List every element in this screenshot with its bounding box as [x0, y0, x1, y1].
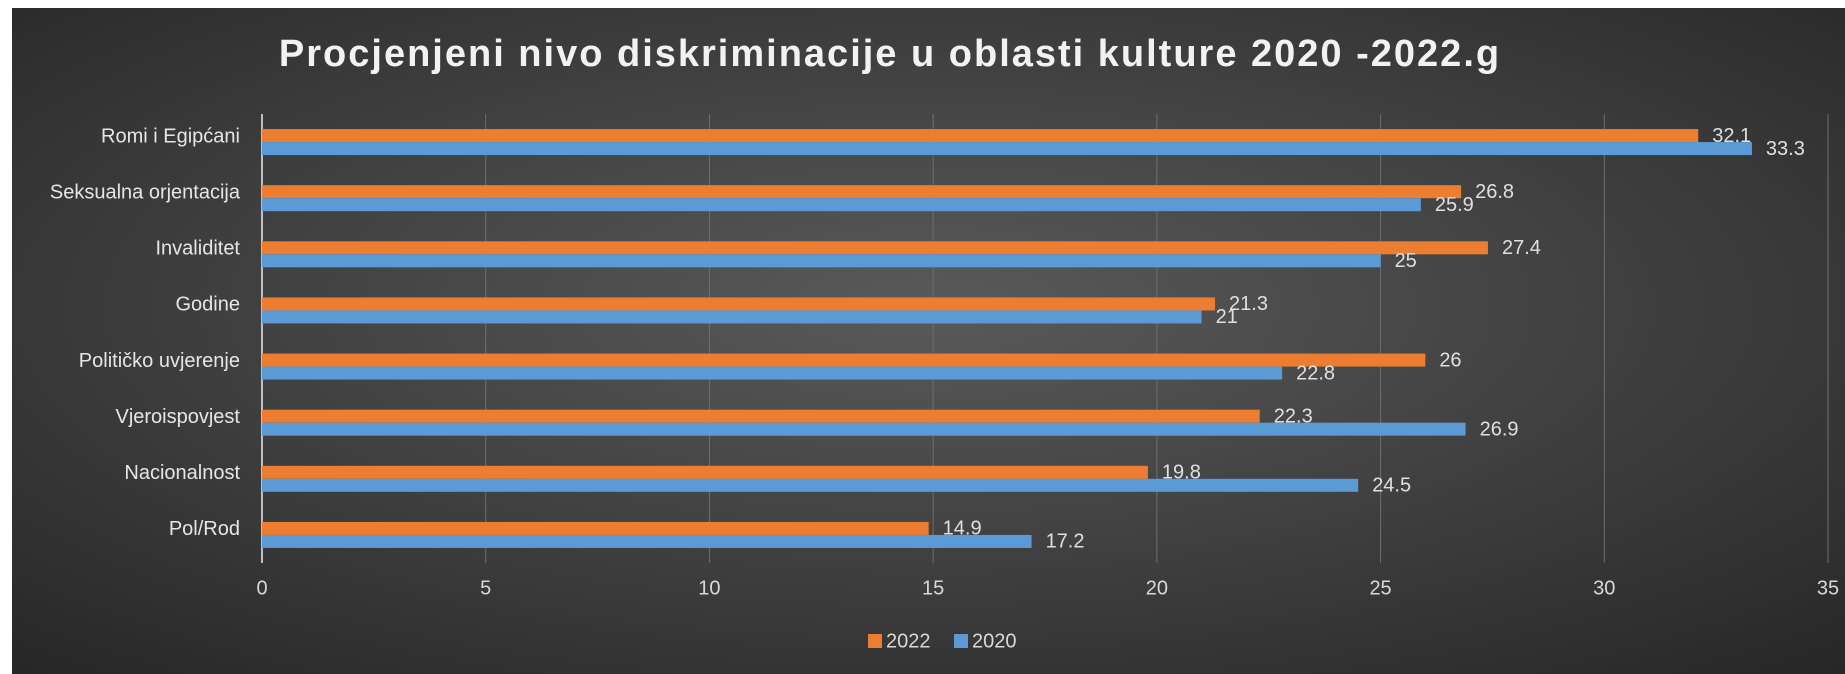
y-tick-label: Vjeroispovjest [115, 406, 240, 428]
y-tick-label: Seksualna orjentacija [50, 181, 241, 203]
x-tick-label: 0 [256, 577, 267, 599]
data-label: 21 [1216, 306, 1238, 328]
x-tick-label: 20 [1146, 577, 1168, 599]
data-label: 25 [1395, 250, 1417, 272]
data-label: 24.5 [1372, 475, 1411, 497]
y-tick-label: Romi i Egipćani [101, 125, 240, 147]
bar [262, 478, 1359, 492]
data-label: 17.2 [1046, 531, 1085, 553]
y-tick-label: Pol/Rod [169, 518, 240, 540]
y-tick-label: Političko uvjerenje [79, 350, 240, 372]
bar [262, 310, 1202, 324]
bar [262, 241, 1488, 255]
bar [262, 465, 1148, 479]
bar [262, 297, 1216, 311]
legend-label: 2020 [972, 630, 1017, 652]
data-label: 19.8 [1162, 462, 1201, 484]
bar [262, 534, 1032, 548]
bar [262, 198, 1421, 212]
bar [262, 521, 929, 535]
data-label: 14.9 [943, 518, 982, 540]
x-tick-label: 35 [1817, 577, 1839, 599]
data-label: 22.8 [1296, 362, 1335, 384]
bar [262, 409, 1260, 423]
data-label: 25.9 [1435, 194, 1474, 216]
data-label: 27.4 [1502, 237, 1541, 259]
legend-swatch [868, 634, 882, 648]
bar [262, 254, 1381, 268]
chart-title: Procjenjeni nivo diskriminacije u oblast… [279, 33, 1501, 75]
data-label: 21.3 [1229, 293, 1268, 315]
data-label: 33.3 [1766, 138, 1805, 160]
data-label: 26.8 [1475, 181, 1514, 203]
legend-label: 2022 [886, 630, 931, 652]
x-tick-label: 10 [698, 577, 720, 599]
bar [262, 353, 1426, 367]
y-tick-label: Godine [176, 294, 241, 316]
x-tick-label: 30 [1593, 577, 1615, 599]
data-label: 32.1 [1712, 125, 1751, 147]
y-tick-label: Nacionalnost [124, 462, 240, 484]
bar [262, 185, 1462, 199]
bar [262, 129, 1699, 143]
x-tick-label: 25 [1369, 577, 1391, 599]
bar [262, 422, 1466, 436]
data-label: 26 [1439, 349, 1461, 371]
bar [262, 366, 1283, 380]
data-label: 22.3 [1274, 405, 1313, 427]
x-tick-label: 15 [922, 577, 944, 599]
bar [262, 142, 1752, 156]
x-tick-label: 5 [480, 577, 491, 599]
data-label: 26.9 [1480, 418, 1519, 440]
chart-background [12, 8, 1845, 674]
y-tick-label: Invaliditet [156, 238, 241, 260]
legend-swatch [954, 634, 968, 648]
